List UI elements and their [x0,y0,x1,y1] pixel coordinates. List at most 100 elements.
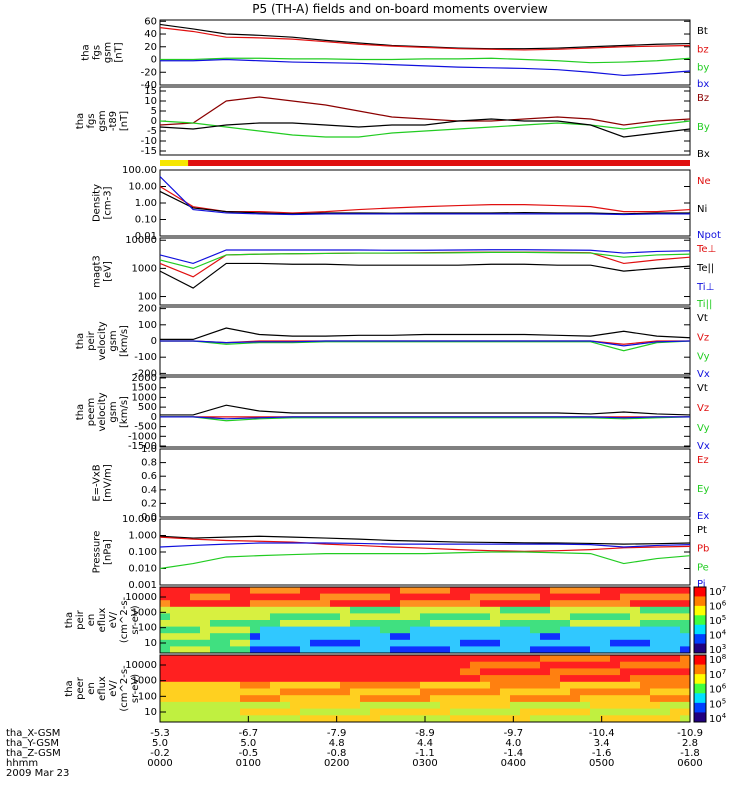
spectrogram-cell [320,701,331,710]
spectrogram-cell [280,600,291,608]
spectrogram-cell [450,668,461,676]
spectrogram-cell [550,675,561,683]
colorbar-segment [694,683,706,694]
spectrogram-cell [510,626,521,634]
spectrogram-cell [660,695,671,703]
spectrogram-cell [440,688,451,696]
legend-label: Pb [697,544,709,555]
spectrogram-cell [640,600,651,608]
ytick-label: 0.8 [141,458,157,469]
spectrogram-cell [630,688,641,696]
ytick-label: 10000 [125,592,157,603]
spectrogram-cell [330,695,341,703]
spectrogram-cell [400,639,411,647]
spectrogram-cell [680,606,691,614]
spectrogram-cell [560,675,571,683]
series-line-Te|| [159,262,691,289]
spectrogram-cell [280,587,291,595]
spectrogram-cell [440,715,451,723]
spectrogram-cell [620,668,631,676]
spectrogram-cell [610,620,621,628]
spectrogram-cell [380,639,391,647]
spectrogram-cell [170,661,181,669]
spectrogram-cell [230,661,241,669]
spectrogram-cell [200,606,211,614]
spectrogram-cell [420,639,431,647]
spectrogram-cell [580,688,591,696]
series-line-bz [159,27,691,51]
xtick-label: 2.8 [682,738,698,749]
spectrogram-cell [620,606,631,614]
series-line-Pt [159,535,691,545]
spectrogram-cell [400,620,411,628]
spectrogram-cell [200,600,211,608]
spectrogram-cell [330,646,341,654]
spectrogram-cell [410,626,421,634]
spectrogram-cell [300,675,311,683]
spectrogram-cell [380,593,391,601]
spectrogram-cell [650,661,661,669]
legend-label: Pi [697,579,706,590]
spectrogram-cell [670,613,681,621]
colorbar-segment [694,643,706,654]
spectrogram-cell [470,633,481,641]
spectrogram-cell [310,593,321,601]
spectrogram-cell [680,681,691,689]
ytick-label: 1000 [132,392,157,403]
spectrogram-cell [520,633,531,641]
ytick-label: 0 [151,412,157,423]
spectrogram-cell [590,593,601,601]
spectrogram-cell [270,620,281,628]
spectrogram-cell [280,688,291,696]
spectrogram-cell [400,668,411,676]
spectrogram-cell [340,633,351,641]
spectrogram-cell [290,639,301,647]
spectrogram-cell [390,626,401,634]
spectrogram-cell [180,600,191,608]
spectrogram-cell [180,620,191,628]
spectrogram-cell [340,715,351,723]
spectrogram-cell [570,715,581,723]
spectrogram-cell [470,626,481,634]
spectrogram-cell [180,701,191,710]
spectrogram-cell [350,701,361,710]
panel-frame [159,237,691,306]
ytick-label: 0.4 [141,485,157,496]
spectrogram-cell [530,600,541,608]
spectrogram-cell [280,655,291,663]
spectrogram-cell [670,620,681,628]
spectrogram-cell [680,587,691,595]
spectrogram-cell [160,626,171,634]
spectrogram-cell [160,668,171,676]
spectrogram-cell [360,681,371,689]
spectrogram-cell [660,668,671,676]
spectrogram-cell [190,633,201,641]
spectrogram-cell [290,646,301,654]
spectrogram-cell [490,695,501,703]
spectrogram-cell [500,626,511,634]
spectrogram-cell [560,639,571,647]
panel-ylabel: tha peer en eflux eV/(cm^2-s-sr-eV) [64,665,141,712]
spectrogram-cell [190,715,201,723]
spectrogram-cell [610,593,621,601]
legend-label: Pt [697,525,707,536]
spectrogram-cell [670,626,681,634]
spectrogram-cell [370,646,381,654]
spectrogram-cell [570,675,581,683]
spectrogram-cell [280,675,291,683]
panel-legend: Bz By Bx [697,93,710,160]
spectrogram-cell [600,708,611,716]
panel-peir_spectrogram: tha peir en eflux eV/(cm^2-s-sr-eV)100001000… [64,585,727,656]
spectrogram-cell [270,675,281,683]
spectrogram-cell [540,587,551,595]
spectrogram-cell [670,661,681,669]
spectrogram-cell [670,639,681,647]
legend-label: by [697,63,709,74]
legend-label: Bt [697,26,708,37]
ytick-label: 1000 [132,263,157,274]
spectrogram-cell [410,708,421,716]
spectrogram-cell [310,681,321,689]
spectrogram-cell [540,593,551,601]
ytick-label: 100 [138,623,157,634]
